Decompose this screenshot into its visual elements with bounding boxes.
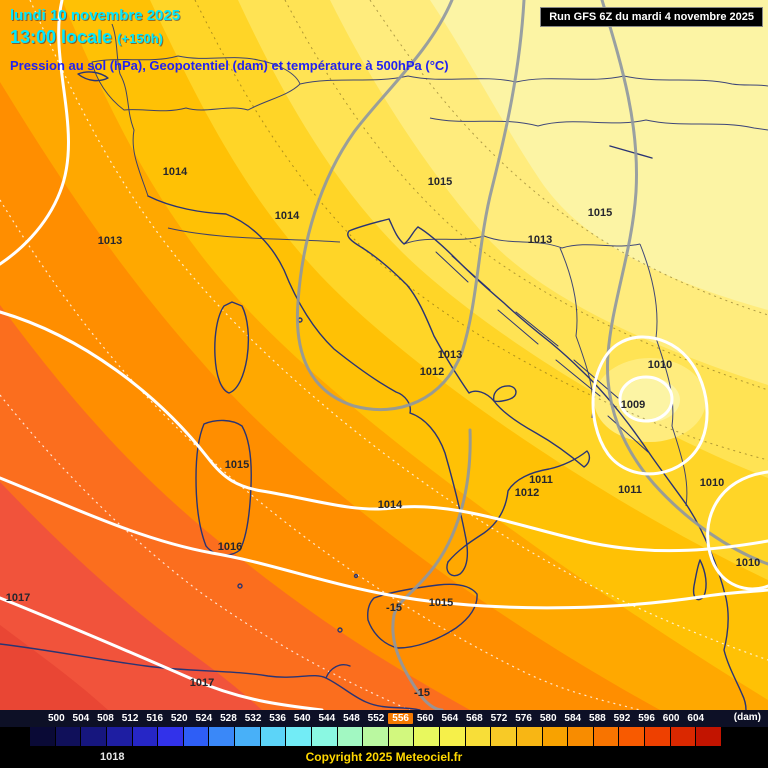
- legend-color-cell: [106, 727, 133, 746]
- forecast-date: lundi 10 novembre 2025: [10, 7, 181, 24]
- legend-value: 512: [121, 713, 139, 724]
- legend-color-cell: [55, 727, 82, 746]
- legend-value: 540: [293, 713, 311, 724]
- legend-value: 584: [564, 713, 582, 724]
- legend-value: 516: [146, 713, 164, 724]
- legend-value: 536: [269, 713, 286, 724]
- copyright-text: Copyright 2025 Meteociel.fr: [305, 750, 463, 764]
- pressure-label: 1010: [699, 477, 725, 489]
- pressure-label: 1013: [527, 234, 553, 246]
- legend-value: 572: [490, 713, 508, 724]
- legend-value: 564: [441, 713, 459, 724]
- legend-value: 532: [244, 713, 262, 724]
- legend-color-cell: [491, 727, 517, 746]
- legend-value: 596: [638, 713, 655, 724]
- legend-value: 528: [220, 713, 237, 724]
- coastlines: [0, 71, 747, 710]
- legend-value: 520: [170, 713, 188, 724]
- legend-color-cell: [337, 727, 364, 746]
- footer-bar: 1018 Copyright 2025 Meteociel.fr: [0, 746, 768, 768]
- geopotential-color-fill: [0, 0, 768, 710]
- legend-value: 504: [72, 713, 90, 724]
- legend-value: 592: [613, 713, 631, 724]
- pressure-label: 1011: [618, 484, 642, 496]
- pressure-label: 1011: [529, 474, 553, 486]
- legend-value: 524: [195, 713, 213, 724]
- legend-color-cell: [568, 727, 594, 746]
- legend-color-cell: [286, 727, 312, 746]
- legend-color-bar: [0, 727, 768, 746]
- legend-color-cell: [619, 727, 645, 746]
- pressure-label: 1014: [162, 166, 188, 178]
- pressure-isobars-white: [0, 0, 768, 710]
- legend-color-cell: [388, 727, 415, 746]
- legend-color-cell: [516, 727, 543, 746]
- legend-value: 556: [388, 713, 413, 724]
- map-subtitle: Pression au sol (hPa), Geopotentiel (dam…: [10, 57, 449, 73]
- pressure-label: 1014: [274, 210, 300, 222]
- legend-value: 560: [416, 713, 434, 724]
- legend-color-cell: [414, 727, 440, 746]
- legend-value: 544: [318, 713, 336, 724]
- pressure-label: 1012: [514, 487, 540, 499]
- pressure-label: 1015: [427, 176, 453, 188]
- legend-color-cell: [363, 727, 389, 746]
- legend-color-cell: [670, 727, 697, 746]
- legend-color-cell: [440, 727, 466, 746]
- legend-color-cell: [593, 727, 620, 746]
- pressure-label: 1016: [217, 541, 243, 553]
- pressure-label: 1014: [377, 499, 403, 511]
- pressure-label: 1015: [587, 207, 613, 219]
- run-info-box: Run GFS 6Z du mardi 4 novembre 2025: [540, 7, 763, 27]
- legend-value: 552: [367, 713, 385, 724]
- legend-color-cell: [183, 727, 210, 746]
- forecast-offset: (+150h): [117, 30, 163, 46]
- weather-map-graphic: [0, 0, 768, 710]
- legend-color-cell: [311, 727, 338, 746]
- pressure-label: 1012: [419, 366, 445, 378]
- legend-value: 548: [343, 713, 360, 724]
- legend-unit: (dam): [733, 712, 761, 723]
- pressure-label: 1013: [437, 349, 463, 361]
- legend-value: 588: [589, 713, 606, 724]
- legend-color-cell: [235, 727, 261, 746]
- pressure-label: 1015: [428, 597, 454, 609]
- legend-color-cell: [132, 727, 159, 746]
- legend-color-cell: [209, 727, 235, 746]
- country-borders: [91, 23, 768, 507]
- legend-color-cell: [696, 727, 722, 746]
- forecast-time-text: 13:00 locale: [10, 26, 113, 47]
- legend-values-row: 500 504 508 512 516 520 524 528 532 536 540 544 548 5…: [0, 710, 768, 727]
- map-header: lundi 10 novembre 2025 13:00 locale (+15…: [10, 6, 449, 75]
- map-canvas[interactable]: 1014 1013 1014 1015 1013 1015 1013 1012 1010 1009…: [0, 0, 768, 710]
- legend-color-cell: [465, 727, 492, 746]
- legend-value: 568: [466, 713, 483, 724]
- pressure-label: 1017: [5, 592, 31, 604]
- minor-contours-dashed: [0, 0, 768, 710]
- pressure-label: 1010: [735, 557, 761, 569]
- temperature-label: -15: [414, 687, 430, 699]
- legend-color-cell: [645, 727, 671, 746]
- legend-color-cell: [542, 727, 569, 746]
- edge-pressure-label: 1018: [100, 751, 125, 763]
- legend-value: 500: [47, 713, 65, 724]
- legend-value: 576: [515, 713, 532, 724]
- legend-value: 604: [687, 713, 705, 724]
- legend-color-cell: [158, 727, 184, 746]
- legend-value: 580: [539, 713, 557, 724]
- pressure-label: 1017: [189, 677, 215, 689]
- legend-color-cell: [30, 727, 56, 746]
- forecast-time: 13:00 locale (+150h): [10, 26, 449, 49]
- legend-color-cell: [81, 727, 107, 746]
- pressure-label: 1010: [647, 359, 673, 371]
- pressure-label: 1015: [224, 459, 250, 471]
- legend-color-cell: [260, 727, 287, 746]
- pressure-label: 1013: [97, 235, 123, 247]
- pressure-label: 1009: [620, 399, 646, 411]
- legend-value: 600: [662, 713, 680, 724]
- legend-value: 508: [97, 713, 114, 724]
- temperature-label: -15: [386, 602, 402, 614]
- temperature-contours-gray: [295, 0, 768, 710]
